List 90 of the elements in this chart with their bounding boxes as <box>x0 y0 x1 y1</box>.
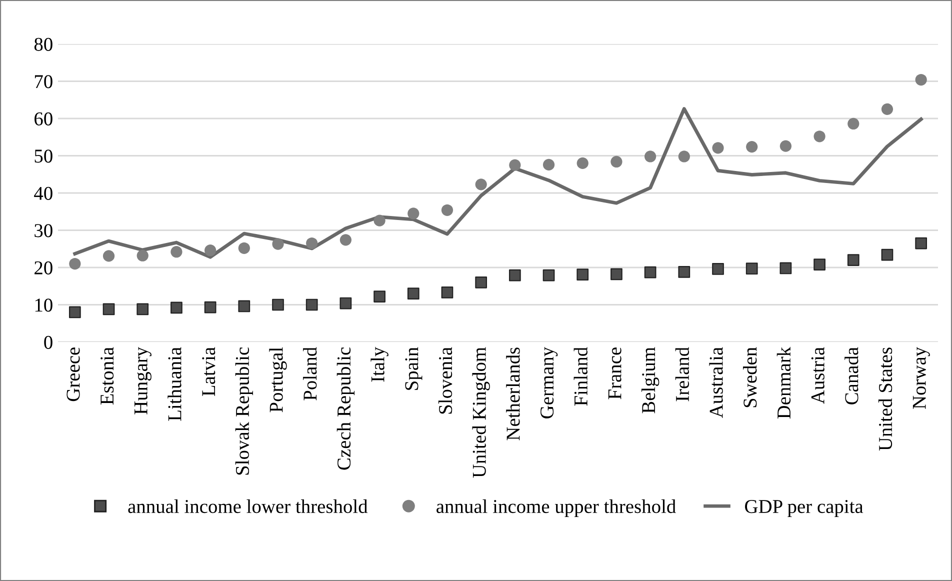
point <box>170 302 182 314</box>
point <box>69 258 81 270</box>
point <box>678 266 690 278</box>
point <box>610 156 622 168</box>
y-tick-label: 30 <box>34 224 52 238</box>
point <box>204 301 216 314</box>
y-tick-label: 80 <box>34 38 52 51</box>
point <box>272 298 284 311</box>
point <box>881 103 894 115</box>
point <box>881 248 894 261</box>
x-tick-label: Italy <box>370 346 388 382</box>
point <box>780 140 792 152</box>
point <box>780 262 792 274</box>
x-tick-label: United Kingdom <box>472 347 490 478</box>
x-tick-label: Greece <box>66 348 80 402</box>
point <box>68 306 81 318</box>
point <box>915 237 928 250</box>
point <box>407 288 420 300</box>
x-tick-label: Slovak Republic <box>235 347 253 475</box>
point <box>374 214 386 226</box>
point <box>306 237 318 250</box>
point <box>644 266 656 278</box>
x-tick-label: Lithuania <box>168 347 182 421</box>
x-tick-label: Slovenia <box>438 347 452 414</box>
point <box>102 303 115 316</box>
point <box>847 254 860 266</box>
x-tick-label: Estonia <box>100 347 114 405</box>
point <box>712 263 724 275</box>
point <box>848 118 860 130</box>
point <box>644 150 656 162</box>
point <box>576 268 589 281</box>
x-tick-label: Spain <box>405 347 422 390</box>
x-tick-label: Australia <box>709 347 723 418</box>
point <box>542 269 555 282</box>
x-tick-label: Denmark <box>776 346 791 419</box>
x-tick-label: Austria <box>811 347 824 404</box>
point <box>136 250 148 262</box>
x-tick-label: Canada <box>844 347 858 404</box>
legend-label: GDP per capita <box>745 500 864 518</box>
point <box>746 141 758 153</box>
point <box>475 276 488 288</box>
x-tick-label: Latvia <box>202 347 216 396</box>
point <box>441 286 454 298</box>
x-tick-label: Netherlands <box>506 348 520 440</box>
point <box>678 150 690 162</box>
y-tick-label: 70 <box>34 75 52 88</box>
x-tick-label: France <box>608 348 622 400</box>
point <box>102 250 115 262</box>
point <box>814 130 826 142</box>
x-tick-label: Belgium <box>641 347 660 414</box>
y-tick-label: 20 <box>34 261 52 274</box>
legend-label: annual income upper threshold <box>436 499 676 518</box>
point <box>441 204 454 216</box>
x-tick-label: Finland <box>574 347 588 406</box>
point <box>340 234 352 246</box>
point <box>238 300 250 312</box>
point <box>272 238 284 250</box>
legend-label: annual income lower threshold <box>128 499 368 514</box>
y-tick-label: 60 <box>34 112 52 126</box>
y-tick-label: 40 <box>34 186 52 200</box>
point <box>475 178 487 190</box>
x-tick-label: Ireland <box>675 347 690 402</box>
point <box>204 244 216 256</box>
x-tick-label: United States <box>878 348 892 451</box>
point <box>712 142 724 154</box>
x-tick-label: Germany <box>540 346 558 418</box>
point <box>340 297 352 310</box>
point <box>746 262 758 275</box>
point <box>814 258 826 270</box>
point <box>542 158 555 170</box>
x-tick-label: Norway <box>912 346 930 409</box>
y-tick-label: 50 <box>34 150 52 163</box>
x-tick-label: Sweden <box>743 347 757 408</box>
x-tick-label: Czech Republic <box>336 347 355 470</box>
x-tick-label: Portugal <box>269 347 287 412</box>
point <box>374 290 386 302</box>
y-tick-label: 0 <box>44 336 52 349</box>
x-tick-label: Hungary <box>134 346 152 414</box>
point <box>508 269 521 282</box>
point <box>170 246 182 258</box>
point <box>238 242 250 254</box>
point <box>576 157 588 170</box>
point <box>509 159 521 171</box>
y-tick-label: 10 <box>35 298 52 312</box>
x-tick-label: Poland <box>303 347 317 400</box>
point <box>408 208 420 220</box>
point <box>306 298 318 311</box>
point <box>915 74 927 86</box>
point <box>610 268 622 280</box>
point <box>136 303 149 316</box>
